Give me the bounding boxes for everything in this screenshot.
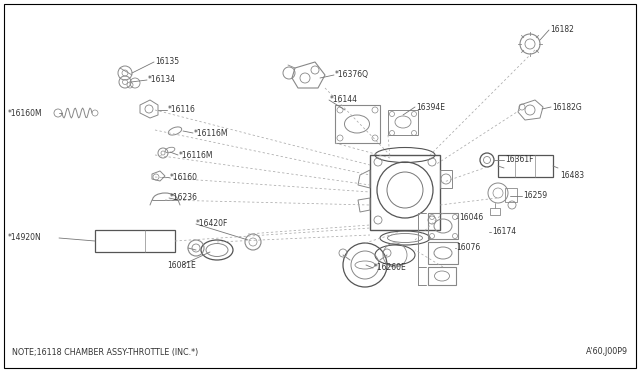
Bar: [95, 230, 175, 252]
Text: 16361F: 16361F: [505, 155, 534, 164]
Text: 16259: 16259: [523, 192, 547, 201]
Text: *16236: *16236: [170, 193, 198, 202]
Text: *16116M: *16116M: [179, 151, 214, 160]
Bar: [490, 208, 500, 215]
Text: 16046: 16046: [459, 214, 483, 222]
Text: 16483: 16483: [560, 170, 584, 180]
Text: *16376Q: *16376Q: [335, 71, 369, 80]
Bar: [428, 242, 458, 264]
Text: A'60,J00P9: A'60,J00P9: [586, 347, 628, 356]
Bar: [335, 105, 380, 143]
Text: 16076: 16076: [456, 244, 480, 253]
Text: *16160M: *16160M: [8, 109, 43, 118]
Text: *16116M: *16116M: [194, 128, 228, 138]
Text: 16081E: 16081E: [168, 260, 196, 269]
Text: 16174: 16174: [492, 228, 516, 237]
Text: 16182: 16182: [550, 26, 574, 35]
Text: NOTE;16118 CHAMBER ASSY-THROTTLE (INC.*): NOTE;16118 CHAMBER ASSY-THROTTLE (INC.*): [12, 347, 198, 356]
Text: *16420F: *16420F: [196, 219, 228, 228]
Bar: [498, 155, 553, 177]
Text: *16116: *16116: [168, 106, 196, 115]
Text: 16394E: 16394E: [416, 103, 445, 112]
Bar: [505, 188, 517, 202]
Text: 16182G: 16182G: [552, 103, 582, 112]
Text: *16160: *16160: [170, 173, 198, 182]
Text: *16134: *16134: [148, 76, 176, 84]
Bar: [428, 267, 456, 285]
Bar: [388, 110, 418, 135]
Bar: [428, 213, 458, 239]
Text: *16144: *16144: [330, 96, 358, 105]
Text: *16260E: *16260E: [374, 263, 407, 273]
Bar: [440, 170, 452, 188]
Bar: [370, 155, 440, 230]
Text: *14920N: *14920N: [8, 234, 42, 243]
Text: 16135: 16135: [155, 58, 179, 67]
